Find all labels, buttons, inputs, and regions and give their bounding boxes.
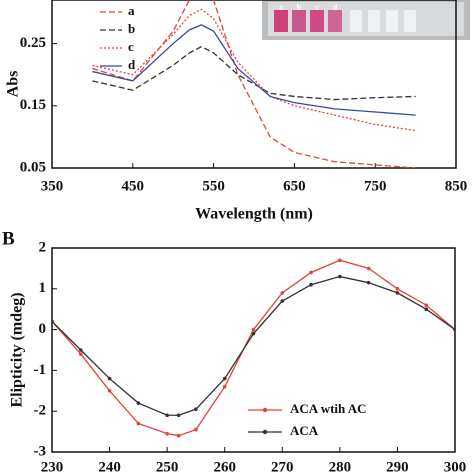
series-marker: [280, 291, 285, 295]
x-tick-label: 290: [386, 459, 409, 474]
legend-label: ACA wtih AC: [290, 401, 367, 416]
series-marker: [222, 376, 227, 381]
x-tick-label: 750: [364, 178, 387, 194]
y-tick-label: 0.25: [20, 35, 46, 51]
panel-label: B: [2, 228, 15, 249]
series-marker: [176, 413, 181, 418]
y-tick-label: -3: [34, 443, 47, 459]
series-marker: [395, 287, 400, 291]
x-tick-label: 650: [283, 178, 306, 194]
series-line: [92, 45, 416, 101]
series-marker: [176, 433, 181, 438]
plot-frame: [51, 0, 457, 169]
series-marker: [78, 352, 83, 356]
y-tick-label: -2: [34, 403, 47, 419]
series-marker: [136, 401, 141, 405]
inset-label: d: [333, 3, 338, 12]
y-tick-label: 2: [39, 239, 47, 255]
y-tick-label: 0.15: [20, 97, 46, 113]
y-axis-label: Abs: [5, 71, 22, 98]
inset-label: a: [279, 3, 283, 12]
x-axis-label: Wavelength (nm): [195, 206, 313, 223]
series-marker: [251, 327, 256, 332]
series-marker: [107, 389, 112, 393]
y-tick-label: 0: [39, 321, 47, 337]
series-marker: [453, 327, 455, 332]
legend-label: b: [128, 21, 135, 36]
series-marker: [222, 384, 227, 389]
series-marker: [338, 274, 342, 279]
series-marker: [366, 280, 371, 285]
x-tick-label: 350: [41, 178, 64, 194]
series-marker: [280, 299, 285, 303]
x-tick-label: 250: [156, 459, 179, 474]
legend-marker: [262, 429, 268, 435]
series-marker: [338, 258, 342, 263]
series-line: [92, 8, 416, 132]
series-marker: [309, 270, 313, 275]
series-marker: [52, 319, 54, 324]
series-marker: [136, 421, 141, 426]
x-tick-label: 240: [98, 459, 121, 474]
series-line: [52, 259, 455, 437]
x-tick-label: 850: [445, 178, 468, 194]
legend-label: a: [128, 3, 135, 18]
series-marker: [251, 331, 256, 336]
series-marker: [194, 427, 198, 432]
x-tick-label: 300: [444, 459, 467, 474]
series-marker: [424, 307, 429, 312]
plot-frame: [51, 247, 456, 453]
legend-label: c: [128, 39, 134, 54]
series-marker: [165, 431, 169, 436]
series-marker: [78, 348, 83, 352]
legend-marker: [262, 407, 268, 413]
series-marker: [424, 303, 429, 307]
y-tick-label: -1: [34, 362, 47, 378]
series-marker: [165, 413, 169, 418]
series-marker: [309, 282, 313, 287]
x-tick-label: 450: [122, 178, 145, 194]
legend-label: d: [128, 57, 136, 72]
series-line: [52, 275, 455, 416]
y-axis-label: Elipticity (mdeg): [9, 292, 26, 407]
plot-area: [52, 258, 455, 438]
series-line: [92, 0, 416, 168]
series-marker: [366, 266, 371, 271]
series-marker: [194, 407, 198, 411]
x-tick-label: 270: [271, 459, 294, 474]
inset-label: b: [297, 3, 302, 12]
legend-label: ACA: [290, 423, 319, 438]
inset-photo: [262, 0, 470, 40]
series-marker: [395, 291, 400, 295]
series-marker: [107, 376, 112, 381]
y-tick-label: 0.05: [20, 159, 46, 175]
x-tick-label: 280: [329, 459, 352, 474]
x-tick-label: 550: [202, 178, 225, 194]
x-tick-label: 230: [41, 459, 64, 474]
plot-area: [92, 0, 416, 168]
x-tick-label: 260: [213, 459, 236, 474]
series-line: [92, 24, 416, 116]
inset-label: c: [315, 3, 319, 12]
y-tick-label: 1: [39, 280, 47, 296]
